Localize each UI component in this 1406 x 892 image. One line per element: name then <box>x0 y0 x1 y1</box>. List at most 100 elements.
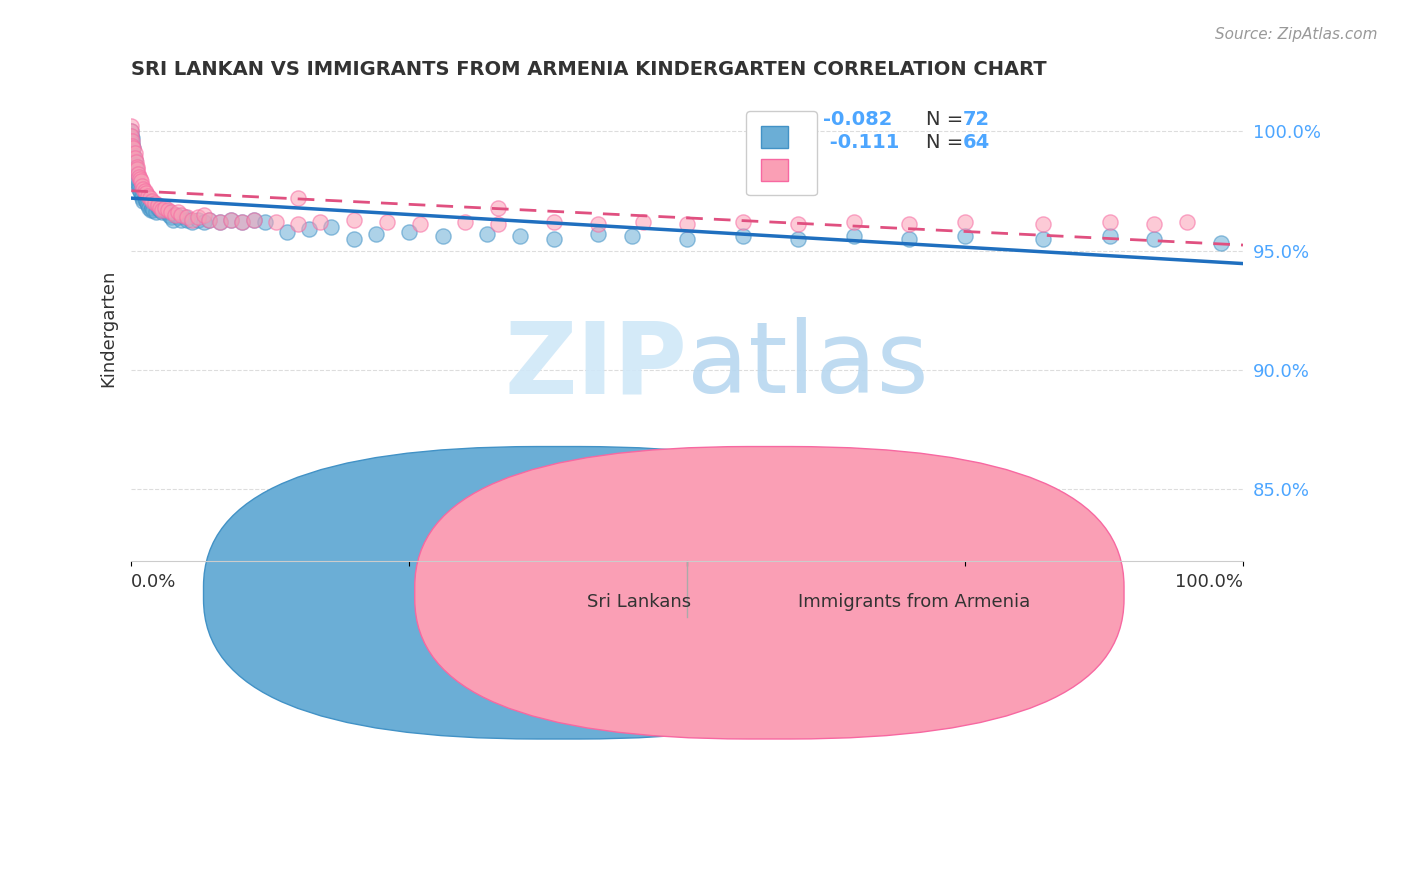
Y-axis label: Kindergarten: Kindergarten <box>100 269 117 387</box>
Point <box>124 158 146 172</box>
Point <box>129 174 152 188</box>
Point <box>1209 236 1232 251</box>
Point <box>132 181 155 195</box>
Point <box>486 201 509 215</box>
Point <box>125 155 148 169</box>
Point <box>134 184 156 198</box>
Point <box>120 124 142 138</box>
Point <box>187 212 209 227</box>
Point <box>586 218 609 232</box>
Point <box>125 162 148 177</box>
Text: Sri Lankans: Sri Lankans <box>588 593 692 611</box>
Text: 72: 72 <box>963 110 990 129</box>
Point <box>586 227 609 241</box>
Point <box>1032 218 1054 232</box>
Point <box>165 208 187 222</box>
Point <box>146 201 169 215</box>
Point <box>150 205 173 219</box>
Point <box>120 124 142 138</box>
Point <box>287 191 309 205</box>
Point <box>139 191 162 205</box>
Text: Source: ZipAtlas.com: Source: ZipAtlas.com <box>1215 27 1378 42</box>
Point <box>209 215 232 229</box>
Point <box>787 232 810 246</box>
Point <box>129 172 152 186</box>
Point <box>120 120 142 134</box>
FancyBboxPatch shape <box>204 447 912 739</box>
Point <box>156 205 179 219</box>
Point <box>842 215 865 229</box>
Text: R =: R = <box>773 134 817 153</box>
Point <box>167 211 190 225</box>
Point <box>676 218 699 232</box>
Point <box>122 148 145 162</box>
Point <box>209 215 232 229</box>
Point <box>731 229 754 244</box>
Point <box>170 208 193 222</box>
Point <box>141 202 163 217</box>
Point <box>1143 232 1166 246</box>
Text: Immigrants from Armenia: Immigrants from Armenia <box>799 593 1031 611</box>
Point <box>127 177 149 191</box>
Point <box>131 191 153 205</box>
Point <box>143 195 166 210</box>
Point <box>153 202 176 217</box>
Point <box>631 215 654 229</box>
Legend: , : , <box>747 112 817 195</box>
Text: 100.0%: 100.0% <box>1175 573 1243 591</box>
Point <box>141 194 163 208</box>
Point <box>125 167 148 181</box>
Point <box>953 229 976 244</box>
Point <box>287 218 309 232</box>
Point <box>242 212 264 227</box>
Point <box>193 215 215 229</box>
Point <box>787 218 810 232</box>
Point <box>128 169 150 184</box>
Point <box>145 205 167 219</box>
Point <box>122 141 145 155</box>
Point <box>170 212 193 227</box>
Point <box>160 211 183 225</box>
Point <box>120 129 142 144</box>
Point <box>121 138 143 153</box>
Point <box>321 219 343 234</box>
Point <box>134 191 156 205</box>
Text: N =: N = <box>927 110 970 129</box>
Point <box>364 227 387 241</box>
Point <box>162 212 184 227</box>
Text: ZIP: ZIP <box>505 317 688 414</box>
Point <box>138 201 160 215</box>
Point <box>121 134 143 148</box>
Point <box>193 208 215 222</box>
Point <box>128 181 150 195</box>
Point <box>153 201 176 215</box>
Point <box>309 215 332 229</box>
Point <box>342 212 364 227</box>
Point <box>121 131 143 145</box>
Point <box>135 186 157 201</box>
Point <box>187 211 209 225</box>
Point <box>131 179 153 194</box>
Point <box>1177 215 1199 229</box>
Point <box>135 194 157 208</box>
Point <box>842 229 865 244</box>
Point <box>129 184 152 198</box>
Point <box>620 229 643 244</box>
Point <box>176 212 198 227</box>
Text: atlas: atlas <box>688 317 929 414</box>
Point <box>486 218 509 232</box>
Point <box>129 186 152 201</box>
Point <box>898 232 921 246</box>
Point <box>136 198 159 212</box>
FancyBboxPatch shape <box>415 447 1123 739</box>
Point <box>136 188 159 202</box>
Point <box>342 232 364 246</box>
Point <box>953 215 976 229</box>
Point <box>132 194 155 208</box>
Point <box>157 208 180 222</box>
Point <box>124 145 146 160</box>
Point <box>125 162 148 177</box>
Point <box>242 212 264 227</box>
Point <box>121 136 143 151</box>
Point <box>142 202 165 217</box>
